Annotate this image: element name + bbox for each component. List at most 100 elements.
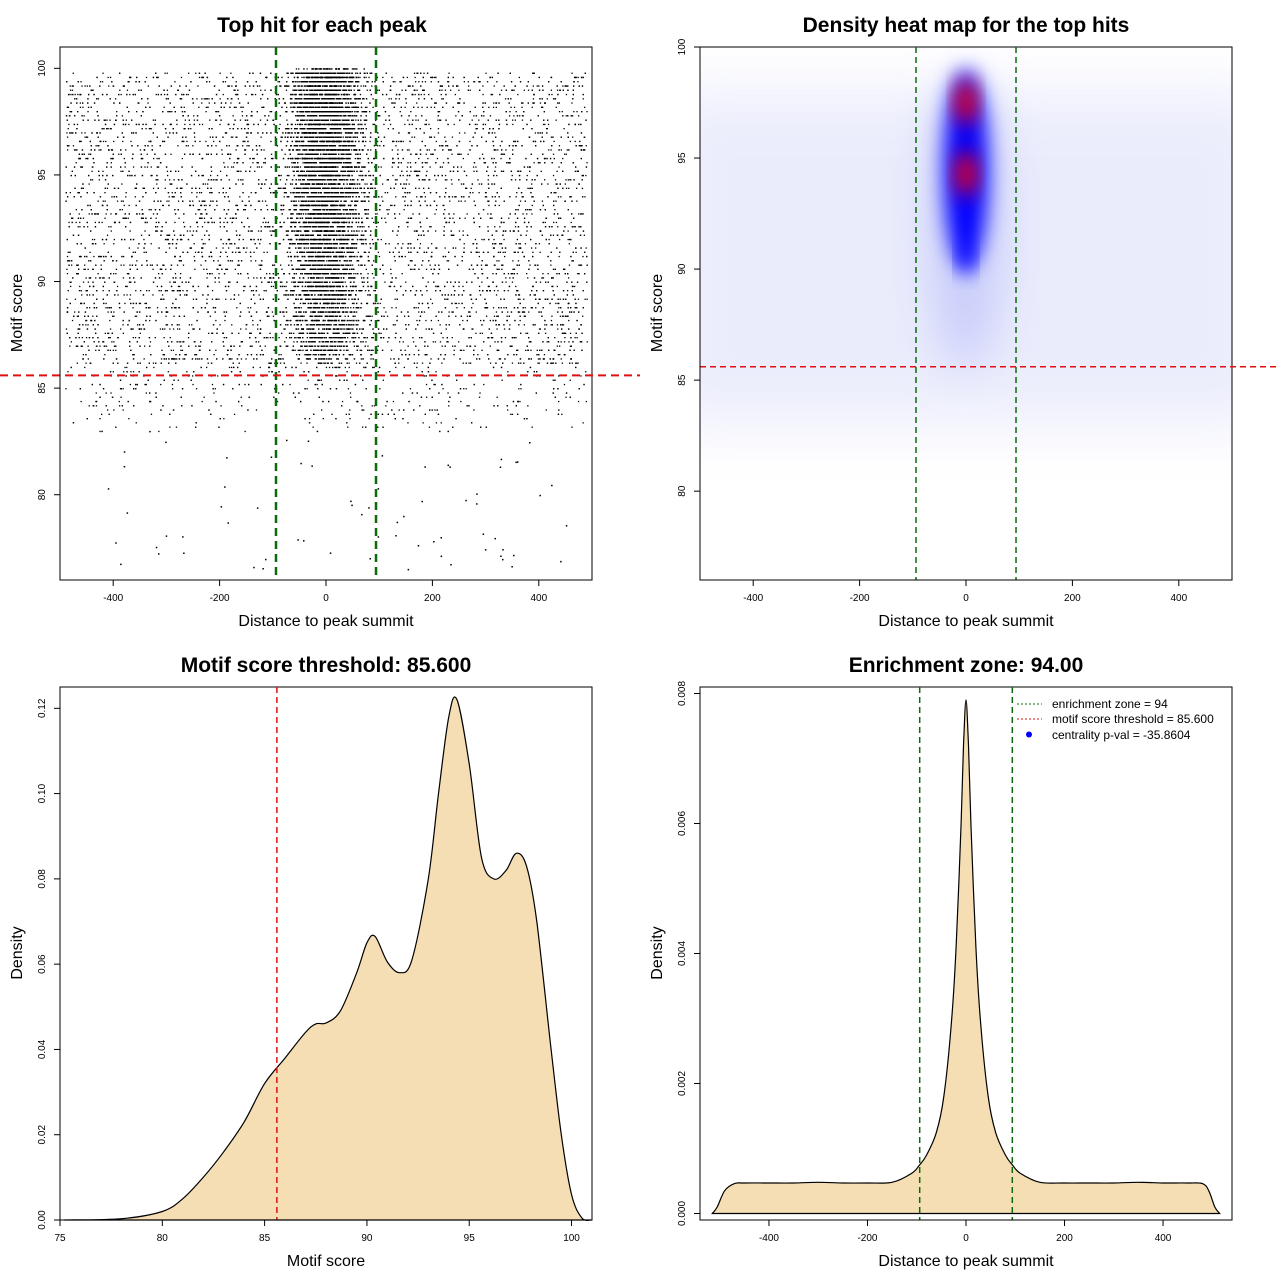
data-point [142, 213, 144, 215]
data-point [231, 358, 233, 360]
data-point [364, 337, 366, 339]
data-point [550, 264, 552, 266]
data-point [531, 426, 533, 428]
data-point [364, 106, 367, 108]
data-point [173, 358, 175, 360]
data-point [481, 349, 483, 351]
data-point [561, 413, 563, 415]
data-point [364, 251, 367, 253]
data-point [527, 187, 529, 189]
data-point [430, 268, 432, 270]
data-point [200, 204, 202, 207]
data-point [303, 170, 305, 172]
data-point [352, 264, 354, 266]
data-point [528, 311, 530, 313]
data-point [493, 102, 495, 104]
data-point [573, 226, 575, 228]
data-point [558, 145, 561, 147]
data-point [180, 273, 182, 275]
data-point [297, 247, 299, 249]
data-point [78, 290, 81, 292]
data-point [144, 302, 146, 305]
data-point [535, 307, 537, 309]
data-point [568, 187, 570, 189]
data-point [226, 268, 228, 270]
data-point [258, 166, 260, 168]
data-point [574, 226, 576, 228]
data-point [350, 396, 352, 398]
data-point [105, 213, 107, 215]
data-point [243, 285, 245, 288]
data-point [84, 136, 86, 138]
data-point [205, 204, 207, 207]
data-point [495, 294, 498, 296]
data-point [153, 157, 155, 160]
data-point [407, 226, 409, 228]
data-point [500, 307, 502, 309]
data-point [211, 290, 214, 292]
data-point [244, 149, 246, 151]
data-point [118, 400, 120, 403]
data-point [266, 251, 268, 253]
data-point [189, 226, 192, 228]
data-point [197, 85, 199, 87]
data-point [424, 81, 427, 83]
data-point [260, 226, 262, 228]
data-point [568, 264, 571, 266]
data-point [547, 123, 550, 126]
data-point [472, 328, 474, 330]
data-point [231, 85, 233, 87]
data-point [460, 153, 462, 155]
data-point [433, 136, 436, 138]
data-point [142, 217, 144, 219]
data-point [69, 192, 71, 194]
data-point [402, 243, 404, 245]
data-point [448, 72, 450, 74]
data-point [86, 136, 89, 138]
data-point [165, 315, 167, 317]
data-point [451, 183, 453, 185]
data-point [152, 119, 154, 121]
data-point [301, 123, 304, 126]
data-point [390, 273, 392, 275]
data-point [481, 332, 483, 334]
data-point [226, 213, 228, 215]
data-point [584, 106, 586, 108]
data-point [552, 153, 555, 155]
data-point [316, 383, 318, 386]
data-point [125, 285, 127, 288]
data-point [140, 290, 142, 292]
data-point [392, 174, 394, 177]
data-point [528, 358, 530, 360]
data-point [329, 345, 331, 347]
data-point [584, 298, 586, 300]
data-point [416, 102, 418, 104]
data-point [499, 145, 501, 147]
data-point [266, 209, 269, 211]
data-point [136, 324, 139, 326]
data-point [235, 93, 237, 96]
data-point [512, 260, 514, 262]
data-point [561, 362, 563, 364]
data-point [122, 324, 124, 326]
data-point [123, 255, 125, 258]
data-point [170, 153, 172, 155]
data-point [318, 174, 320, 177]
data-point [134, 337, 137, 339]
data-point [407, 162, 409, 164]
data-point [567, 302, 569, 305]
data-point [444, 179, 447, 181]
data-point [577, 81, 579, 83]
data-point [84, 132, 86, 134]
data-point [134, 315, 136, 317]
data-point [471, 119, 473, 121]
data-point [182, 358, 184, 360]
data-point [458, 153, 461, 155]
data-point [424, 196, 426, 198]
data-point [329, 119, 332, 121]
data-point [207, 362, 209, 364]
data-point [123, 204, 125, 207]
data-point [198, 200, 200, 202]
data-point [586, 111, 588, 113]
data-point [135, 290, 137, 292]
